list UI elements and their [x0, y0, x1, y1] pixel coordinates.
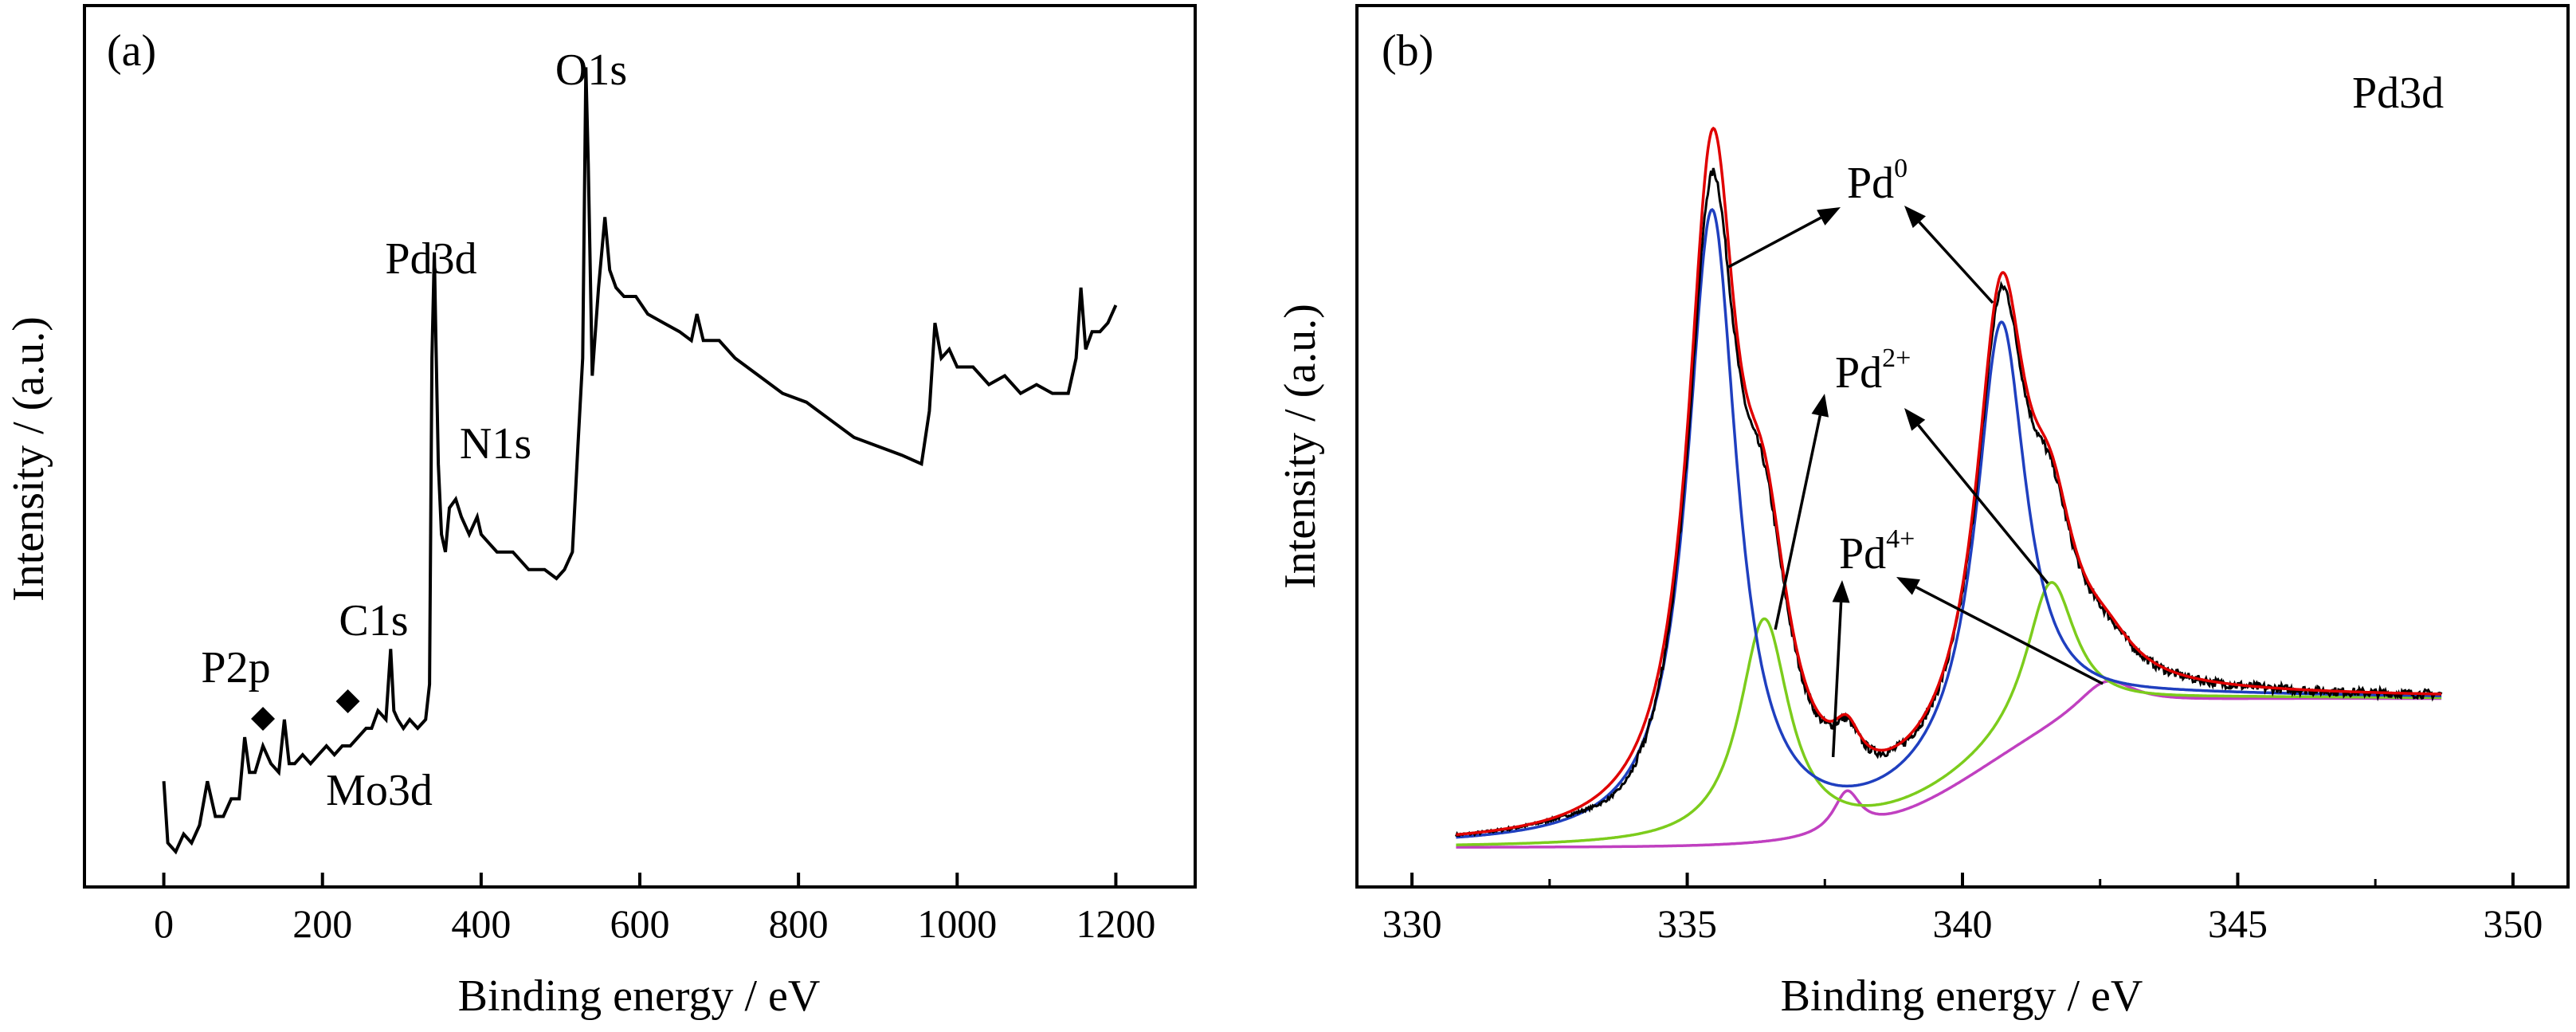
panel-b-annotation-pd2: Pd2+: [1835, 343, 1911, 398]
panel-b-arrow-head-0: [1817, 207, 1841, 226]
panel-b-tag: (b): [1382, 26, 1433, 76]
panel-b-arrow-head-4: [1832, 580, 1850, 603]
panel-b-plot-frame: [1355, 4, 2570, 889]
panel-a-annotation-n1s: N1s: [460, 419, 531, 469]
panel-a-annotation-o1s: O1s: [555, 45, 627, 95]
panel-a-x-axis-ticks: 0 200 400 600 800 1000 1200: [154, 873, 1155, 946]
panel-b-arrow-line-2: [1774, 415, 1821, 630]
panel-b-arrow-line-4: [1831, 602, 1843, 758]
panel-a-plot-frame: [83, 4, 1197, 889]
panel-a-x-tick-label-4: 800: [769, 901, 829, 946]
panel-a-x-tick-label-3: 600: [610, 901, 670, 946]
panel-a-annotation-pd3d: Pd3d: [385, 234, 476, 284]
panel-b-title: Pd3d: [2352, 69, 2444, 118]
panel-b-arrow-head-5: [1896, 577, 1920, 595]
panel-b-x-tick-label-2: 340: [1933, 901, 1993, 946]
panel-a-diamond-marker-0: [251, 707, 276, 731]
panel-b-x-tick-label-0: 330: [1382, 901, 1442, 946]
panel-b-line-pd2: [1456, 581, 2442, 846]
panel-b-line-pd0: [1456, 207, 2442, 839]
panel-b-fit-lines: [1454, 126, 2443, 849]
panel-b-arrow-head-2: [1811, 394, 1829, 418]
panel-b-arrow-head-3: [1904, 408, 1926, 431]
panel-a-survey-spectrum-line: [162, 67, 1118, 855]
panel-b-arrow-line-3: [1917, 424, 2049, 585]
panel-a-annotation-mo3d: Mo3d: [326, 766, 433, 815]
panel-a-annotation-c1s: C1s: [339, 596, 408, 645]
panel-a: (a) 0 200 400 600 800 1000 1200 O1s Pd3d N1s C…: [4, 4, 1197, 1021]
panel-a-x-tick-label-6: 1200: [1076, 901, 1155, 946]
panel-a-x-tick-label-5: 1000: [917, 901, 997, 946]
panel-b-line-envelope: [1456, 126, 2442, 837]
panel-b-x-tick-label-1: 335: [1657, 901, 1717, 946]
panel-b-x-tick-label-3: 345: [2208, 901, 2268, 946]
panel-b-arrow-line-5: [1915, 586, 2104, 685]
panel-a-x-tick-label-1: 200: [292, 901, 352, 946]
panel-a-y-axis-title: Intensity / (a.u.): [4, 316, 53, 602]
panel-b-x-axis-title: Binding energy / eV: [1781, 971, 2143, 1021]
panel-b-x-axis-ticks: 330 335 340 345 350: [1382, 873, 2543, 946]
panel-b: (b) Pd3d 330 335 340 345 350 Pd0 Pd2+ Pd4+ B…: [1276, 4, 2570, 1021]
panel-a-annotation-p2p: P2p: [201, 643, 270, 693]
panel-b-arrow-line-0: [1727, 216, 1822, 269]
panel-a-diamond-marker-1: [335, 689, 360, 713]
panel-b-annotation-pd4: Pd4+: [1839, 524, 1915, 579]
panel-b-y-axis-title: Intensity / (a.u.): [1276, 304, 1325, 589]
panel-b-annotation-arrows: [1727, 206, 2104, 758]
panel-b-line-pd4: [1456, 679, 2442, 849]
panel-b-arrow-line-1: [1918, 221, 1994, 304]
panel-a-diamond-markers: [251, 689, 360, 731]
panel-b-x-tick-label-4: 350: [2483, 901, 2543, 946]
panel-b-arrow-head-1: [1904, 206, 1926, 229]
panel-a-tag: (a): [107, 26, 156, 76]
panel-b-annotation-pd0: Pd0: [1847, 154, 1907, 208]
panel-b-line-experimental: [1454, 167, 2443, 838]
panel-a-x-tick-label-2: 400: [451, 901, 511, 946]
panel-a-x-axis-title: Binding energy / eV: [458, 971, 821, 1021]
panel-a-x-tick-label-0: 0: [154, 901, 174, 946]
